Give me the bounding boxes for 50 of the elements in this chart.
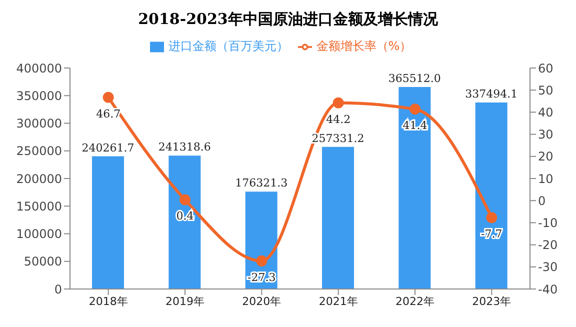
y2-tick-label: 0 [538,194,546,208]
x-tick-label: 2020年 [242,294,282,308]
bar [168,156,201,289]
x-tick-label: 2023年 [472,294,512,308]
data-label: 241318.6 [158,140,211,154]
x-tick-label: 2019年 [166,294,204,308]
data-label: 365512.0 [388,72,441,86]
x-tick-label: 2021年 [318,294,358,308]
y2-tick-label: 10 [538,172,554,186]
point [486,212,498,224]
y2-tick-label: 20 [538,150,554,164]
y-tick-label: 300000 [16,116,62,131]
data-label: 240261.7 [82,141,134,154]
point [256,255,268,266]
y-tick-label: 0 [54,282,62,296]
point [332,97,344,108]
bar [92,156,124,289]
legend-label: 进口金额（百万美元） [168,39,288,53]
data-label: 44.2 [326,112,351,126]
y-tick-label: 350000 [16,88,62,103]
y-tick-label: 150000 [16,199,62,214]
legend-label: 金额增长率（%） [316,39,412,53]
data-label: -7.7 [481,228,502,241]
y2-tick-label: 40 [538,105,554,120]
x-tick-label: 2022年 [396,294,434,308]
x-tick-label: 2018年 [88,294,128,308]
point [102,92,114,103]
data-label: 176321.3 [235,176,288,190]
y2-tick-label: 50 [538,83,554,98]
data-label: 337494.1 [465,88,518,101]
y2-tick-label: -30 [538,260,558,274]
y-tick-label: 250000 [16,144,62,158]
y2-tick-label: -20 [538,238,558,252]
data-label: 0.4 [176,210,194,223]
y2-tick-label: -40 [538,282,558,296]
chart-title: 2018-2023年中国原油进口金额及增长情况 [137,9,439,30]
y-tick-label: 400000 [16,61,62,76]
data-label: 41.4 [402,119,428,132]
bar [475,102,508,289]
y2-tick-label: 30 [538,128,554,142]
y2-tick-label: 60 [538,61,554,76]
y-tick-label: 100000 [16,227,62,242]
y2-tick-label: -10 [538,216,558,230]
point [180,194,190,206]
bar [322,146,354,289]
bar [398,87,431,289]
y-tick-label: 50000 [24,254,62,269]
point [410,104,420,115]
data-label: -27.3 [248,270,276,284]
y-tick-label: 200000 [16,172,62,186]
